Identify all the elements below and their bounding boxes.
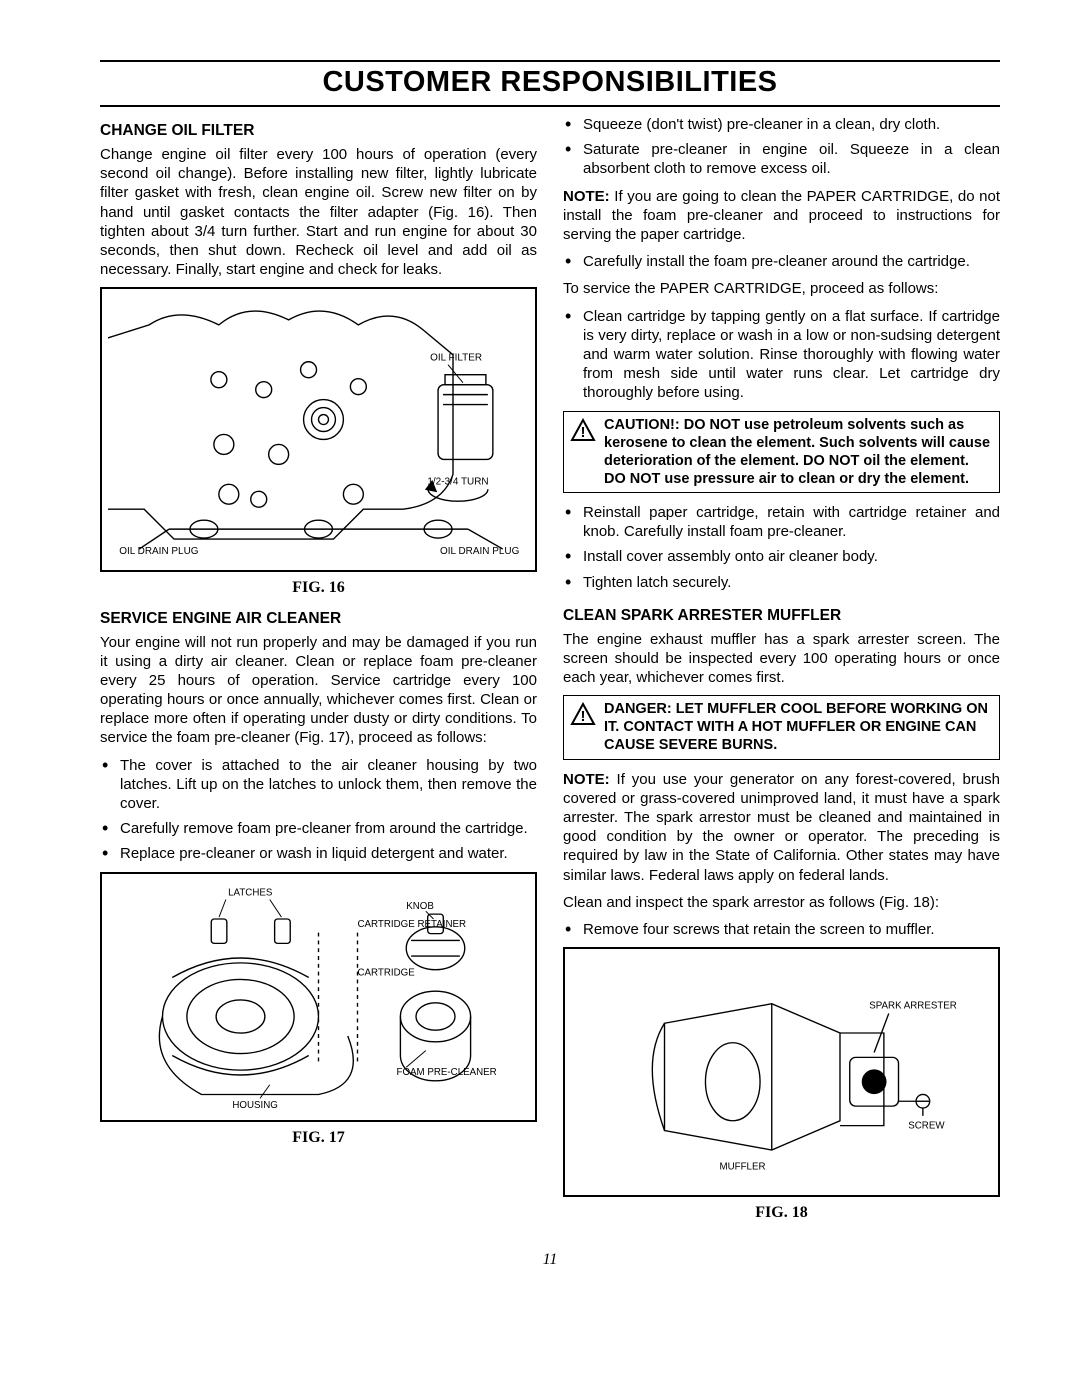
list-item: Carefully install the foam pre-cleaner a… [563,252,1000,271]
para-change-oil: Change engine oil filter every 100 hours… [100,145,537,279]
paper-steps-b: Reinstall paper cartridge, retain with c… [563,503,1000,592]
warning-icon: ! [570,418,596,442]
label-oil-filter: OIL FILTER [430,353,482,364]
precleaner-steps-a: Squeeze (don't twist) pre-cleaner in a c… [563,115,1000,179]
label-latches: LATCHES [228,887,273,898]
figure-17: LATCHES KNOB CARTRIDGE RETAINER CARTRIDG… [100,872,537,1122]
fig17-svg: LATCHES KNOB CARTRIDGE RETAINER CARTRIDG… [108,880,529,1114]
svg-text:!: ! [581,424,586,441]
heading-change-oil-filter: CHANGE OIL FILTER [100,121,537,141]
label-housing: HOUSING [232,1100,278,1111]
note1-text: If you are going to clean the PAPER CART… [563,188,1000,243]
para-air-cleaner: Your engine will not run properly and ma… [100,633,537,748]
list-item: The cover is attached to the air cleaner… [100,756,537,814]
note-paper-cartridge: NOTE: If you are going to clean the PAPE… [563,187,1000,245]
note-forest: NOTE: If you use your generator on any f… [563,770,1000,885]
paper-steps-a: Clean cartridge by tapping gently on a f… [563,307,1000,403]
svg-text:!: ! [581,708,586,725]
caution-box: ! CAUTION!: DO NOT use petroleum solvent… [563,411,1000,494]
list-item: Squeeze (don't twist) pre-cleaner in a c… [563,115,1000,134]
para-paper-service: To service the PAPER CARTRIDGE, proceed … [563,279,1000,298]
list-item: Clean cartridge by tapping gently on a f… [563,307,1000,403]
label-drain-left: OIL DRAIN PLUG [119,546,198,557]
para-spark: The engine exhaust muffler has a spark a… [563,630,1000,688]
danger-box: ! DANGER: LET MUFFLER COOL BEFORE WORKIN… [563,695,1000,759]
list-item: Carefully remove foam pre-cleaner from a… [100,819,537,838]
label-drain-right: OIL DRAIN PLUG [440,546,519,557]
figure-18: SPARK ARRESTER SCREW MUFFLER [563,947,1000,1197]
fig17-caption: FIG. 17 [100,1128,537,1148]
list-item: Tighten latch securely. [563,573,1000,592]
precleaner-steps-b: Carefully install the foam pre-cleaner a… [563,252,1000,271]
label-turn: 1/2-3/4 TURN [427,477,488,488]
two-column-layout: CHANGE OIL FILTER Change engine oil filt… [100,115,1000,1223]
label-foam: FOAM PRE-CLEANER [396,1067,496,1078]
list-item: Saturate pre-cleaner in engine oil. Sque… [563,140,1000,178]
label-knob: KNOB [406,901,434,912]
fig18-svg: SPARK ARRESTER SCREW MUFFLER [571,955,992,1189]
page-title: CUSTOMER RESPONSIBILITIES [100,60,1000,107]
label-spark-arrester: SPARK ARRESTER [869,1001,957,1012]
list-item: Reinstall paper cartridge, retain with c… [563,503,1000,541]
label-muffler: MUFFLER [719,1162,765,1173]
page-number: 11 [100,1250,1000,1270]
warning-icon: ! [570,702,596,726]
label-screw: SCREW [908,1121,945,1132]
air-cleaner-steps: The cover is attached to the air cleaner… [100,756,537,864]
heading-spark-arrester: CLEAN SPARK ARRESTER MUFFLER [563,606,1000,626]
label-retainer: CARTRIDGE RETAINER [358,918,467,929]
list-item: Install cover assembly onto air cleaner … [563,547,1000,566]
spark-steps: Remove four screws that retain the scree… [563,920,1000,939]
fig18-caption: FIG. 18 [563,1203,1000,1223]
para-clean-inspect: Clean and inspect the spark arrestor as … [563,893,1000,912]
list-item: Replace pre-cleaner or wash in liquid de… [100,844,537,863]
heading-service-air-cleaner: SERVICE ENGINE AIR CLEANER [100,609,537,629]
note2-text: If you use your generator on any forest-… [563,771,1000,884]
caution-text: CAUTION!: DO NOT use petroleum solvents … [604,416,993,489]
danger-text: DANGER: LET MUFFLER COOL BEFORE WORKING … [604,700,993,754]
right-column: Squeeze (don't twist) pre-cleaner in a c… [563,115,1000,1223]
left-column: CHANGE OIL FILTER Change engine oil filt… [100,115,537,1223]
list-item: Remove four screws that retain the scree… [563,920,1000,939]
fig16-caption: FIG. 16 [100,578,537,598]
label-cartridge: CARTRIDGE [358,967,416,978]
figure-16: OIL FILTER 1/2-3/4 TURN OIL DRAIN PLUG O… [100,287,537,572]
fig16-svg: OIL FILTER 1/2-3/4 TURN OIL DRAIN PLUG O… [108,295,529,564]
